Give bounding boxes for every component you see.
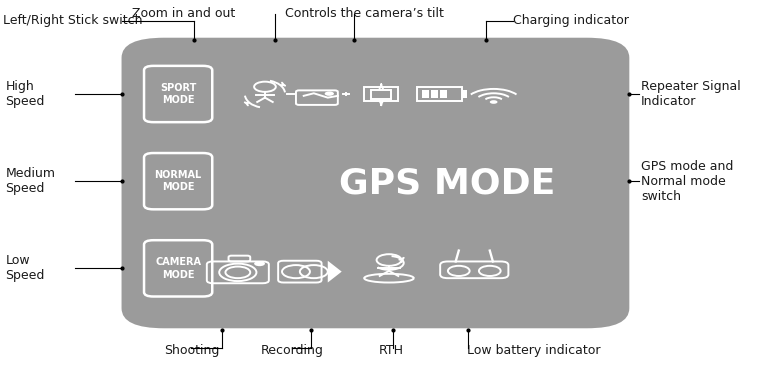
Text: Recording: Recording [261,344,324,356]
Text: GPS mode and
Normal mode
switch: GPS mode and Normal mode switch [641,160,734,203]
Text: Zoom in and out: Zoom in and out [132,7,235,20]
Bar [431,90,438,98]
Text: NORMAL
MODE: NORMAL MODE [155,170,202,193]
FancyBboxPatch shape [121,38,629,328]
Text: Controls the camera’s tilt: Controls the camera’s tilt [285,7,443,20]
Text: Low
Speed: Low Speed [5,254,44,282]
Circle shape [324,92,334,96]
Bar [364,87,398,101]
Bar [462,90,468,98]
Text: RTH: RTH [379,344,404,356]
Text: GPS MODE: GPS MODE [339,166,555,200]
Circle shape [254,261,265,266]
Circle shape [490,100,498,104]
Text: Medium
Speed: Medium Speed [5,167,55,195]
Text: Repeater Signal
Indicator: Repeater Signal Indicator [641,80,741,108]
Text: Charging indicator: Charging indicator [513,14,629,27]
Bar [417,87,462,101]
Text: High
Speed: High Speed [5,80,44,108]
Bar [422,90,429,98]
Text: SPORT
MODE: SPORT MODE [160,83,196,105]
Text: CAMERA
MODE: CAMERA MODE [155,257,202,280]
Polygon shape [328,261,342,283]
Text: Shooting: Shooting [163,344,219,356]
Text: Left/Right Stick switch: Left/Right Stick switch [3,14,142,27]
Text: Low battery indicator: Low battery indicator [467,344,600,356]
Bar [371,90,391,99]
Bar [440,90,447,98]
